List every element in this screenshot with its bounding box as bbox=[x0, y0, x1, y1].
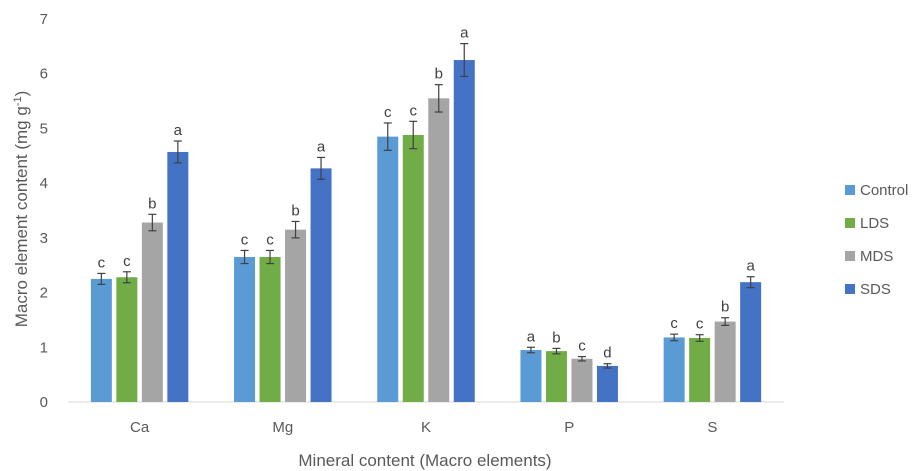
bar bbox=[116, 277, 138, 402]
error-bar bbox=[746, 276, 755, 289]
bar bbox=[167, 151, 189, 402]
significance-label: b bbox=[435, 66, 443, 83]
legend-label: Control bbox=[860, 182, 908, 199]
error-bar bbox=[173, 140, 182, 164]
bar bbox=[402, 134, 424, 402]
significance-label: c bbox=[578, 338, 586, 355]
legend-swatch bbox=[845, 251, 855, 261]
y-tick-label: 7 bbox=[40, 11, 48, 28]
bar bbox=[428, 98, 450, 402]
legend-swatch bbox=[845, 284, 855, 294]
legend-label: SDS bbox=[860, 281, 891, 298]
y-tick-label: 4 bbox=[40, 175, 48, 192]
error-bar bbox=[97, 272, 106, 285]
legend: Control LDS MDS SDS bbox=[845, 182, 908, 298]
significance-label: c bbox=[670, 315, 678, 332]
x-tick-label: P bbox=[564, 419, 574, 436]
bar bbox=[90, 278, 112, 402]
significance-label: d bbox=[603, 345, 611, 362]
error-bar bbox=[460, 43, 469, 78]
error-bar bbox=[577, 355, 586, 362]
x-axis-ticks: Ca Mg K P S bbox=[130, 419, 717, 436]
y-tick-label: 1 bbox=[40, 339, 48, 356]
legend-label: LDS bbox=[860, 215, 889, 232]
bar bbox=[520, 350, 542, 402]
error-bar bbox=[383, 122, 392, 151]
significance-label: a bbox=[746, 258, 755, 275]
error-bar bbox=[240, 249, 249, 265]
error-bar bbox=[291, 220, 300, 239]
significance-label: c bbox=[241, 231, 249, 248]
significance-label: a bbox=[460, 25, 469, 42]
error-bar bbox=[552, 347, 561, 355]
bar bbox=[234, 257, 256, 402]
bar bbox=[545, 351, 567, 402]
x-tick-label: S bbox=[707, 419, 717, 436]
bar bbox=[740, 282, 762, 402]
bar bbox=[259, 257, 281, 402]
y-tick-label: 2 bbox=[40, 285, 48, 302]
significance-label: c bbox=[266, 231, 274, 248]
error-bar bbox=[434, 84, 443, 113]
bar bbox=[689, 337, 711, 402]
y-axis-title-main: Macro element content (mg g bbox=[12, 106, 31, 327]
significance-label: c bbox=[410, 102, 418, 119]
significance-label: b bbox=[148, 195, 156, 212]
significance-label: a bbox=[174, 122, 183, 139]
error-bar bbox=[526, 346, 535, 354]
legend-swatch bbox=[845, 218, 855, 228]
significance-label: c bbox=[123, 253, 131, 270]
error-bar bbox=[670, 333, 679, 342]
y-axis-ticks: 0 1 2 3 4 5 6 7 bbox=[40, 11, 48, 411]
bar bbox=[285, 229, 307, 402]
error-bar bbox=[317, 156, 326, 180]
bar bbox=[714, 321, 736, 402]
legend-swatch bbox=[845, 185, 855, 195]
bar bbox=[141, 222, 163, 402]
error-bar bbox=[148, 213, 157, 232]
significance-label: a bbox=[317, 138, 326, 155]
bar bbox=[453, 60, 475, 403]
error-bar bbox=[409, 120, 418, 150]
significance-label: b bbox=[552, 329, 560, 346]
legend-label: MDS bbox=[860, 248, 893, 265]
bar bbox=[310, 168, 332, 402]
error-bar bbox=[122, 271, 131, 284]
y-axis-title-close: ) bbox=[12, 91, 31, 97]
bar bbox=[571, 358, 593, 402]
y-axis-title: Macro element content (mg g-1) bbox=[12, 91, 31, 328]
error-bar bbox=[266, 249, 275, 265]
significance-label: b bbox=[291, 202, 299, 219]
significance-label: c bbox=[696, 316, 704, 333]
significance-label: c bbox=[384, 104, 392, 121]
error-bar bbox=[721, 317, 730, 326]
error-bar bbox=[603, 363, 612, 369]
y-tick-label: 3 bbox=[40, 230, 48, 247]
x-tick-label: K bbox=[421, 419, 431, 436]
y-tick-label: 0 bbox=[40, 394, 48, 411]
significance-label: a bbox=[527, 328, 536, 345]
x-tick-label: Ca bbox=[130, 419, 150, 436]
bar bbox=[377, 136, 399, 402]
y-axis-title-superscript: -1 bbox=[12, 96, 24, 106]
bar bbox=[663, 337, 685, 402]
bar bbox=[596, 365, 618, 402]
y-tick-label: 5 bbox=[40, 120, 48, 137]
error-bar bbox=[695, 334, 704, 342]
y-tick-label: 6 bbox=[40, 66, 48, 83]
x-tick-label: Mg bbox=[272, 419, 293, 436]
significance-label: c bbox=[98, 254, 106, 271]
x-axis-title: Mineral content (Macro elements) bbox=[298, 451, 551, 470]
significance-label: b bbox=[721, 299, 729, 316]
